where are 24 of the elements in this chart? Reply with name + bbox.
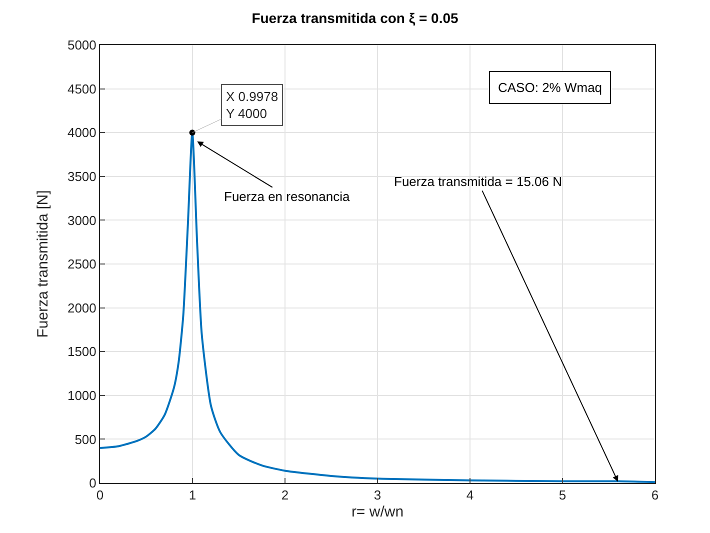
y-tick-label: 500 [74, 432, 96, 447]
annotation: CASO: 2% Wmaq [498, 80, 602, 95]
x-tick-label: 3 [374, 488, 382, 503]
y-tick-label: 2500 [67, 256, 96, 272]
x-tick-label: 1 [188, 488, 196, 503]
y-tick-label: 5000 [67, 38, 96, 53]
x-tick-label: 6 [651, 488, 659, 503]
y-tick-label: 4500 [67, 81, 96, 96]
y-tick-label: 0 [89, 476, 96, 491]
chart-title: Fuerza transmitida con ξ = 0.05 [252, 10, 458, 26]
x-axis-title: r= w/wn [351, 504, 404, 521]
annotation: Fuerza transmitida = 15.06 N [394, 174, 562, 189]
annotation: Fuerza en resonancia [224, 189, 351, 204]
y-tick-label: 2000 [67, 300, 96, 316]
y-tick-label: 3000 [67, 212, 96, 228]
y-axis-title: Fuerza transmitida [N] [34, 190, 52, 338]
y-tick-label: 3500 [67, 168, 96, 184]
y-tick-label: 4000 [67, 125, 96, 140]
y-tick-label: 1000 [67, 388, 96, 403]
x-tick-label: 5 [558, 488, 566, 503]
x-tick-label: 4 [466, 488, 474, 503]
annotation: X 0.9978 Y 4000 [226, 89, 278, 121]
x-tick-label: 2 [281, 488, 289, 503]
y-tick-label: 1500 [67, 344, 96, 360]
